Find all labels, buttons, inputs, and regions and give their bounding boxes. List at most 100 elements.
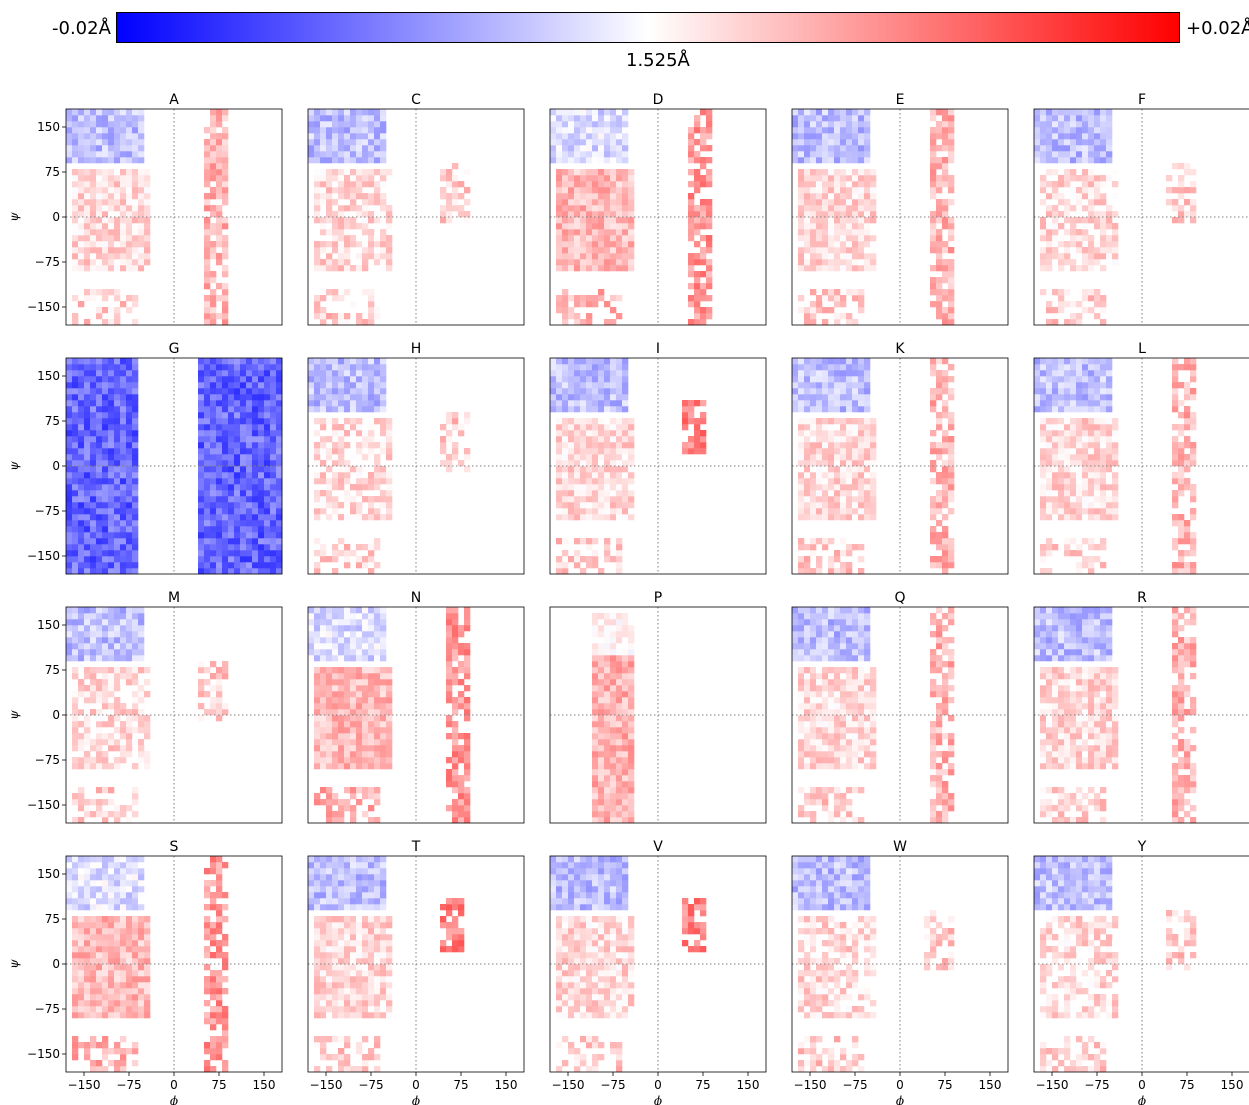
heatmap-cell: [72, 538, 79, 545]
heatmap-cell: [562, 169, 569, 176]
heatmap-cell: [320, 376, 327, 383]
heatmap-cell: [846, 223, 853, 230]
heatmap-cell: [222, 436, 229, 443]
heatmap-cell: [276, 376, 283, 383]
heatmap-cell: [374, 562, 381, 569]
heatmap-cell: [792, 127, 799, 134]
heatmap-cell: [222, 187, 229, 194]
heatmap-cell: [222, 145, 229, 152]
heatmap-cell: [132, 460, 139, 467]
heatmap-cell: [350, 199, 357, 206]
heatmap-cell: [102, 526, 109, 533]
heatmap-cell: [440, 193, 447, 200]
heatmap-cell: [240, 394, 247, 401]
heatmap-cell: [1112, 193, 1119, 200]
heatmap-cell: [616, 115, 623, 122]
heatmap-cell: [1094, 259, 1101, 266]
heatmap-cell: [1076, 370, 1083, 377]
heatmap-cell: [562, 382, 569, 389]
heatmap-cell: [816, 295, 823, 302]
heatmap-cell: [840, 199, 847, 206]
heatmap-cell: [586, 127, 593, 134]
heatmap-cell: [870, 454, 877, 461]
heatmap-cell: [72, 460, 79, 467]
heatmap-cell: [1076, 175, 1083, 182]
heatmap-cell: [72, 715, 79, 722]
heatmap-cell: [198, 532, 205, 539]
heatmap-cell: [550, 376, 557, 383]
heatmap-cell: [66, 568, 73, 575]
heatmap-cell: [852, 376, 859, 383]
heatmap-cell: [798, 193, 805, 200]
heatmap-cell: [138, 253, 145, 260]
heatmap-cell: [1178, 466, 1185, 473]
heatmap-cell: [610, 217, 617, 224]
heatmap-cell: [132, 187, 139, 194]
heatmap-cell: [66, 370, 73, 377]
heatmap-cell: [798, 376, 805, 383]
heatmap-cell: [628, 211, 635, 218]
heatmap-cell: [78, 211, 85, 218]
heatmap-cell: [580, 370, 587, 377]
heatmap-cell: [1100, 121, 1107, 128]
heatmap-cell: [96, 550, 103, 557]
heatmap-cell: [380, 247, 387, 254]
heatmap-cell: [568, 127, 575, 134]
heatmap-cell: [628, 514, 635, 521]
heatmap-cell: [834, 358, 841, 365]
heatmap-cell: [326, 394, 333, 401]
heatmap-cell: [72, 313, 79, 320]
heatmap-cell: [126, 478, 133, 485]
heatmap-cell: [870, 211, 877, 218]
heatmap-cell: [568, 424, 575, 431]
heatmap-cell: [834, 484, 841, 491]
heatmap-cell: [84, 151, 91, 158]
heatmap-cell: [1100, 217, 1107, 224]
heatmap-cell: [568, 133, 575, 140]
heatmap-cell: [96, 241, 103, 248]
heatmap-cell: [350, 193, 357, 200]
heatmap-cell: [816, 556, 823, 563]
heatmap-cell: [948, 115, 955, 122]
heatmap-cell: [948, 424, 955, 431]
heatmap-cell: [356, 157, 363, 164]
heatmap-cell: [344, 556, 351, 563]
heatmap-cell: [822, 121, 829, 128]
heatmap-cell: [1088, 121, 1095, 128]
heatmap-cell: [72, 145, 79, 152]
heatmap-cell: [114, 508, 121, 515]
heatmap-cell: [816, 406, 823, 413]
heatmap-cell: [90, 526, 97, 533]
heatmap-cell: [562, 538, 569, 545]
heatmap-cell: [1052, 496, 1059, 503]
heatmap-cell: [598, 205, 605, 212]
heatmap-cell: [628, 169, 635, 176]
heatmap-cell: [108, 526, 115, 533]
heatmap-cell: [78, 538, 85, 545]
heatmap-cell: [580, 109, 587, 116]
heatmap-cell: [446, 175, 453, 182]
heatmap-cell: [1076, 157, 1083, 164]
heatmap-cell: [126, 187, 133, 194]
heatmap-cell: [72, 562, 79, 569]
heatmap-cell: [1076, 550, 1083, 557]
heatmap-cell: [216, 478, 223, 485]
heatmap-cell: [1046, 472, 1053, 479]
heatmap-cell: [858, 448, 865, 455]
heatmap-cell: [604, 514, 611, 521]
heatmap-cell: [828, 265, 835, 272]
heatmap-cell: [936, 370, 943, 377]
heatmap-cell: [948, 271, 955, 278]
heatmap-cell: [810, 544, 817, 551]
heatmap-cell: [798, 568, 805, 575]
heatmap-cell: [798, 538, 805, 545]
heatmap-cell: [102, 145, 109, 152]
heatmap-cell: [78, 625, 85, 632]
heatmap-cell: [126, 460, 133, 467]
heatmap-cell: [114, 307, 121, 314]
heatmap-cell: [126, 121, 133, 128]
heatmap-cell: [276, 568, 283, 575]
heatmap-cell: [816, 121, 823, 128]
heatmap-cell: [574, 115, 581, 122]
heatmap-cell: [948, 484, 955, 491]
